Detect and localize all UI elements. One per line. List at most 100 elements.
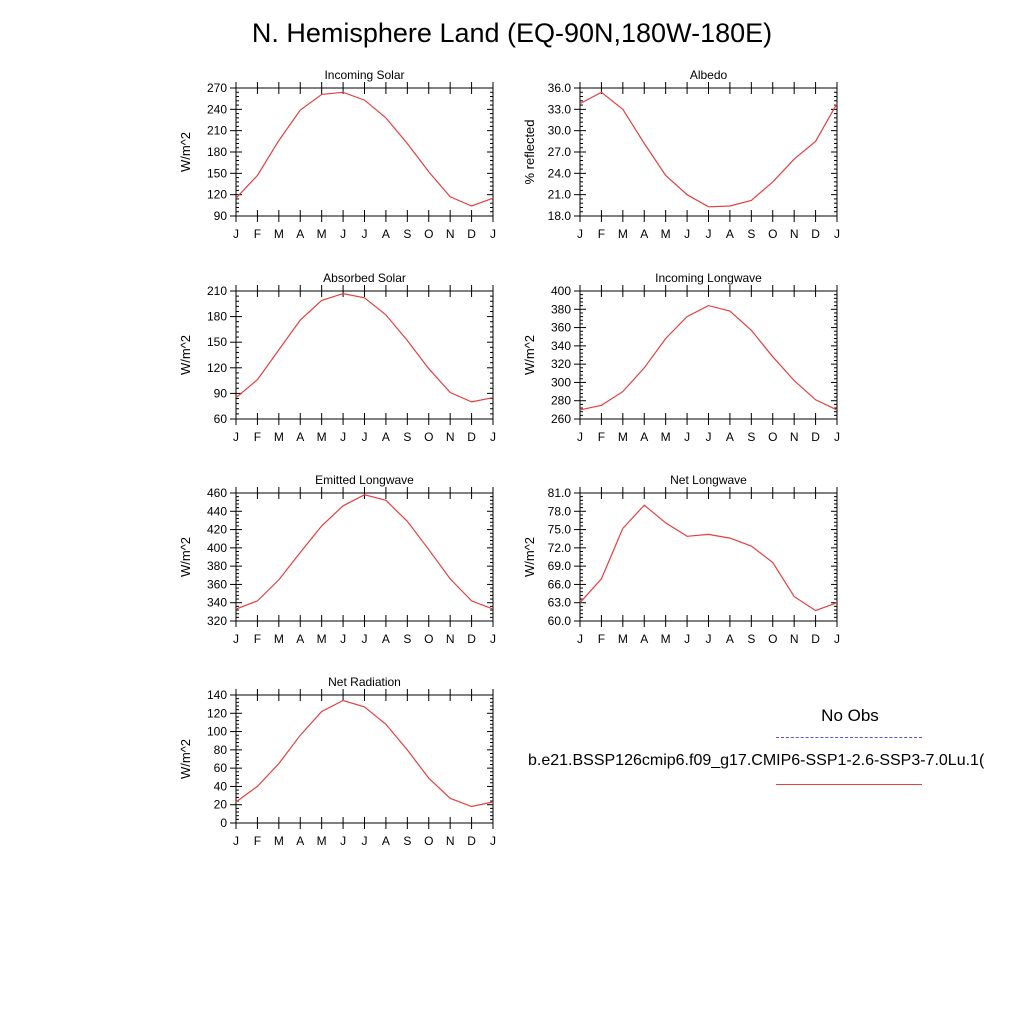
x-tick-label: J [684, 227, 690, 241]
x-tick-label: O [768, 430, 777, 444]
x-tick-label: M [274, 227, 284, 241]
x-tick-label: N [790, 227, 799, 241]
page-title: N. Hemisphere Land (EQ-90N,180W-180E) [251, 18, 773, 48]
legend-title: No Obs [821, 706, 879, 725]
x-tick-label: N [790, 430, 799, 444]
y-tick-label: 100 [207, 725, 227, 739]
x-tick-label: S [747, 227, 755, 241]
x-tick-label: D [811, 430, 820, 444]
y-axis-label: % reflected [522, 119, 537, 184]
panel-title: Net Radiation [328, 675, 401, 689]
x-tick-label: F [254, 632, 261, 646]
x-tick-label: O [424, 430, 433, 444]
panel-emitted-longwave: Emitted Longwave W/m^2 320 340 360 380 400 420 4… [178, 473, 496, 646]
x-tick-label: O [424, 227, 433, 241]
x-tick-label: J [706, 430, 712, 444]
y-tick-label: 180 [207, 310, 227, 324]
x-tick-label: J [577, 632, 583, 646]
x-tick-label: J [233, 834, 239, 848]
y-tick-label: 320 [207, 614, 227, 628]
y-tick-label: 18.0 [548, 209, 572, 223]
x-tick-label: A [726, 632, 734, 646]
x-tick-label: J [490, 632, 496, 646]
y-tick-label: 150 [207, 335, 227, 349]
x-tick-label: A [382, 834, 390, 848]
y-tick-label: 27.0 [548, 145, 572, 159]
panel-net-longwave: Net Longwave W/m^2 60.0 63.0 66.0 69.0 72.0 75.… [522, 473, 840, 646]
y-tick-label: 360 [207, 577, 227, 591]
x-tick-label: J [362, 430, 368, 444]
y-tick-label: 360 [551, 321, 571, 335]
y-axis-label: W/m^2 [522, 537, 537, 577]
y-tick-label: 210 [207, 284, 227, 298]
plot-frame [579, 492, 838, 622]
x-tick-label: N [446, 834, 455, 848]
x-tick-label: M [661, 632, 671, 646]
y-tick-label: 40 [214, 779, 228, 793]
x-tick-label: A [640, 632, 648, 646]
y-tick-label: 150 [207, 166, 227, 180]
x-tick-label: J [362, 632, 368, 646]
y-tick-label: 78.0 [548, 504, 572, 518]
panel-incoming-longwave: Incoming Longwave W/m^2 260 280 300 320 340 360… [522, 271, 840, 444]
x-tick-label: J [706, 227, 712, 241]
x-tick-label: J [834, 430, 840, 444]
y-axis-label: W/m^2 [522, 335, 537, 375]
x-tick-label: A [296, 834, 304, 848]
x-tick-label: D [467, 430, 476, 444]
y-tick-label: 33.0 [548, 102, 572, 116]
y-tick-label: 63.0 [548, 596, 572, 610]
y-tick-label: 180 [207, 145, 227, 159]
y-tick-label: 340 [551, 339, 571, 353]
x-tick-label: D [467, 632, 476, 646]
x-tick-label: J [684, 632, 690, 646]
y-axis-label: W/m^2 [178, 739, 193, 779]
x-tick-label: F [598, 227, 605, 241]
y-tick-label: 36.0 [548, 81, 572, 95]
y-tick-label: 280 [551, 394, 571, 408]
x-tick-label: O [424, 834, 433, 848]
y-tick-label: 30.0 [548, 124, 572, 138]
x-tick-label: J [684, 430, 690, 444]
legend-case-name: b.e21.BSSP126cmip6.f09_g17.CMIP6-SSP1-2.… [528, 752, 985, 769]
y-tick-label: 66.0 [548, 577, 572, 591]
x-tick-label: D [467, 834, 476, 848]
x-tick-label: D [811, 632, 820, 646]
x-tick-label: N [446, 632, 455, 646]
y-axis-label: W/m^2 [178, 132, 193, 172]
y-tick-label: 60 [214, 412, 228, 426]
y-tick-label: 270 [207, 81, 227, 95]
x-tick-label: A [640, 227, 648, 241]
x-tick-label: A [296, 430, 304, 444]
y-tick-label: 260 [551, 412, 571, 426]
plot-frame [235, 492, 494, 622]
x-tick-label: J [834, 227, 840, 241]
x-tick-label: M [274, 834, 284, 848]
x-tick-label: F [254, 227, 261, 241]
series-line [235, 292, 494, 403]
y-tick-label: 75.0 [548, 523, 572, 537]
x-tick-label: S [403, 227, 411, 241]
y-tick-label: 24.0 [548, 166, 572, 180]
x-tick-label: D [811, 227, 820, 241]
panel-albedo: Albedo % reflected 18.0 21.0 24.0 27.0 30.0 33.… [522, 68, 840, 241]
x-tick-label: M [618, 430, 628, 444]
y-tick-label: 440 [207, 504, 227, 518]
y-tick-label: 90 [214, 209, 228, 223]
x-tick-label: N [790, 632, 799, 646]
x-tick-label: J [362, 834, 368, 848]
x-tick-label: J [577, 430, 583, 444]
panel-title: Incoming Solar [324, 68, 404, 82]
x-tick-label: F [254, 834, 261, 848]
x-tick-label: N [446, 430, 455, 444]
x-tick-label: F [598, 632, 605, 646]
x-tick-label: F [598, 430, 605, 444]
x-tick-label: M [317, 632, 327, 646]
x-tick-label: A [726, 227, 734, 241]
x-tick-label: O [424, 632, 433, 646]
series-line [235, 494, 494, 610]
x-tick-label: A [382, 227, 390, 241]
x-tick-label: J [340, 834, 346, 848]
